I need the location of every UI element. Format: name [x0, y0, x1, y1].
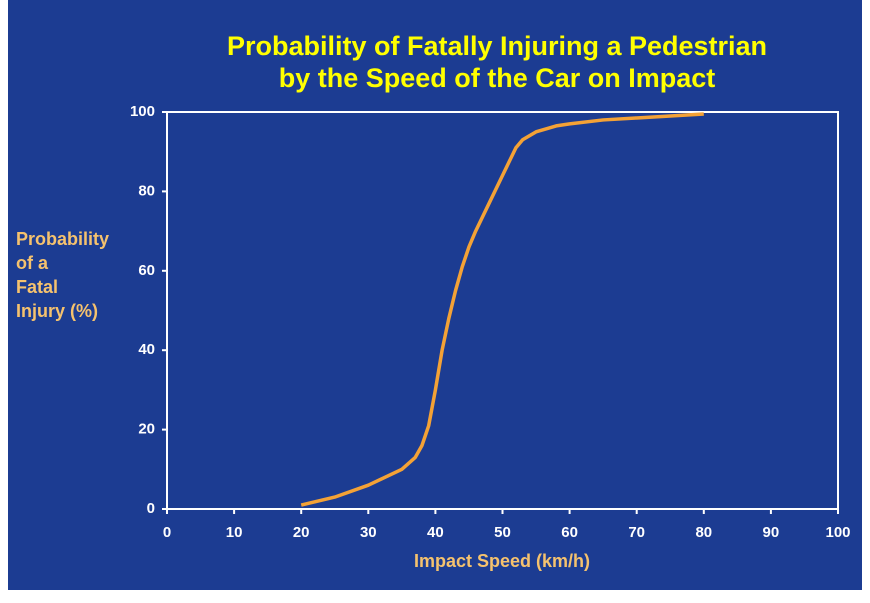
- y-axis-label-line: Probability: [16, 229, 109, 249]
- y-axis-label-line: Injury (%): [16, 301, 98, 321]
- x-tick-label: 70: [628, 524, 645, 541]
- y-tick-label: 60: [138, 262, 155, 279]
- chart-title: by the Speed of the Car on Impact: [279, 63, 716, 93]
- chart-title: Probability of Fatally Injuring a Pedest…: [227, 31, 767, 61]
- x-tick-label: 90: [763, 524, 780, 541]
- y-tick-label: 0: [147, 500, 155, 517]
- x-tick-label: 40: [427, 524, 444, 541]
- x-tick-label: 100: [825, 524, 850, 541]
- x-tick-label: 0: [163, 524, 171, 541]
- y-axis-label-line: of a: [16, 253, 49, 273]
- y-tick-label: 100: [130, 103, 155, 120]
- y-axis-label: Probability of a Fatal Injury (%): [16, 229, 109, 321]
- data-line: [300, 112, 704, 507]
- x-tick-label: 60: [561, 524, 578, 541]
- y-tick-label: 20: [138, 421, 155, 438]
- x-tick-label: 20: [293, 524, 310, 541]
- background: [8, 0, 862, 590]
- y-axis-label-line: Fatal: [16, 277, 58, 297]
- x-tick-label: 30: [360, 524, 377, 541]
- y-tick-label: 80: [138, 182, 155, 199]
- x-axis-label: Impact Speed (km/h): [414, 551, 590, 571]
- x-tick-label: 10: [226, 524, 243, 541]
- x-tick-label: 50: [494, 524, 511, 541]
- y-tick-label: 40: [138, 341, 155, 358]
- x-tick-label: 80: [695, 524, 712, 541]
